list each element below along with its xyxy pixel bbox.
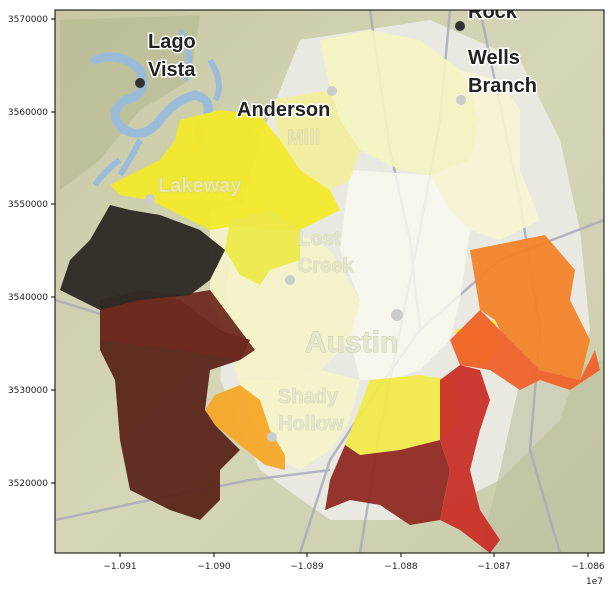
district-pale-south bbox=[240, 370, 360, 470]
y-tick-label: 3560000 bbox=[8, 108, 48, 118]
district-pale-north bbox=[320, 30, 480, 175]
x-tick-label: −1.088 bbox=[384, 562, 418, 572]
map-area: Rock Wells Branch Lago Vista Anderson Mi… bbox=[55, 1, 604, 553]
y-tick-label: 3570000 bbox=[8, 15, 48, 25]
district-brownred-band bbox=[100, 290, 255, 360]
place-label-austin: Austin bbox=[305, 326, 398, 359]
city-marker-shady-hollow bbox=[267, 432, 277, 442]
city-marker-anderson-mill bbox=[327, 86, 337, 96]
place-label-anderson: Anderson bbox=[237, 99, 330, 121]
district-yellow-west bbox=[225, 210, 300, 285]
place-label-lakeway: Lakeway bbox=[158, 175, 242, 197]
districts bbox=[60, 30, 600, 553]
district-red-southeast bbox=[440, 365, 500, 553]
city-marker-austin bbox=[391, 309, 403, 321]
district-darkest-west bbox=[60, 205, 225, 310]
basemap-terrain-patch bbox=[480, 360, 604, 553]
y-tick-label: 3540000 bbox=[8, 293, 48, 303]
district-yellow-lakeway bbox=[110, 110, 340, 230]
city-marker-lakeway bbox=[145, 194, 155, 204]
city-marker-wells-branch bbox=[456, 95, 466, 105]
city-marker-lago-vista bbox=[135, 78, 145, 88]
plot-frame bbox=[54, 9, 605, 554]
district-amber-southwest bbox=[205, 385, 285, 470]
y-tick-label: 3530000 bbox=[8, 386, 48, 396]
district-pale-northeast bbox=[430, 70, 540, 240]
district-yellow-southeast bbox=[345, 375, 460, 455]
place-label-mill: Mill bbox=[287, 127, 320, 149]
city-marker-rock bbox=[455, 21, 465, 31]
district-cream-center bbox=[340, 170, 470, 380]
place-label-lost: Lost bbox=[298, 228, 341, 250]
place-label-wells: Wells bbox=[468, 47, 520, 69]
place-label-lago: Lago bbox=[148, 31, 196, 53]
x-tick-label: −1.087 bbox=[477, 562, 510, 572]
x-tick-label: −1.091 bbox=[103, 562, 136, 572]
x-tick-label: −1.090 bbox=[197, 562, 231, 572]
x-offset-label: 1e7 bbox=[586, 577, 603, 587]
city-marker-lost-creek bbox=[285, 275, 295, 285]
x-axis: −1.091 −1.090 −1.089 −1.088 −1.087 −1.08… bbox=[103, 553, 605, 587]
place-label-shady: Shady bbox=[278, 386, 339, 408]
district-orange-red bbox=[450, 310, 600, 390]
place-label-rock: Rock bbox=[468, 1, 518, 23]
district-orange-east bbox=[470, 235, 590, 380]
place-label-hollow: Hollow bbox=[278, 413, 344, 435]
y-tick-label: 3520000 bbox=[8, 479, 48, 489]
x-tick-label: −1.089 bbox=[290, 562, 324, 572]
district-pale-anderson bbox=[270, 90, 360, 190]
district-darkred-south bbox=[325, 440, 450, 525]
city-markers bbox=[135, 21, 466, 442]
place-label-creek: Creek bbox=[298, 255, 354, 277]
place-label-branch: Branch bbox=[468, 75, 537, 97]
lake-water bbox=[92, 28, 222, 187]
place-label-vista: Vista bbox=[148, 59, 196, 81]
x-tick-label: −1.086 bbox=[571, 562, 605, 572]
place-labels: Rock Wells Branch Lago Vista Anderson Mi… bbox=[147, 1, 539, 435]
y-axis: 3570000 3560000 3550000 3540000 3530000 … bbox=[8, 15, 55, 489]
y-tick-label: 3550000 bbox=[8, 200, 48, 210]
